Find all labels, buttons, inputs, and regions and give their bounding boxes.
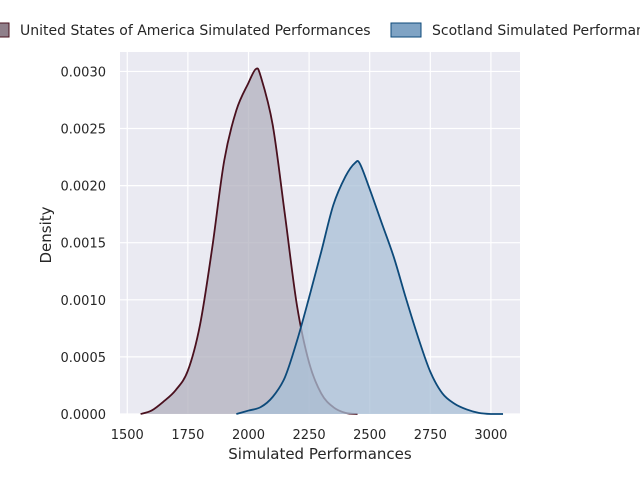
legend-swatch-scotland (390, 22, 422, 38)
x-tick-label: 2000 (232, 428, 265, 443)
y-ticks: 0.0000 0.0005 0.0010 0.0015 0.0020 0.0025 0.00… (61, 65, 107, 423)
legend-label-usa: United States of America Simulated Perfo… (20, 23, 371, 39)
x-tick-label: 1500 (111, 428, 144, 443)
y-tick-label: 0.0000 (61, 408, 107, 423)
x-tick-label: 1750 (171, 428, 204, 443)
x-tick-label: 2500 (353, 428, 386, 443)
x-tick-label: 3000 (474, 428, 507, 443)
legend-swatch-usa (0, 22, 10, 38)
density-line-scotland (236, 160, 504, 415)
density-area-usa (140, 68, 358, 415)
x-tick-label: 2750 (414, 428, 447, 443)
y-tick-label: 0.0025 (61, 123, 107, 138)
y-tick-label: 0.0010 (61, 294, 107, 309)
y-tick-label: 0.0005 (61, 351, 107, 366)
y-tick-label: 0.0030 (61, 65, 107, 80)
legend-label-scotland: Scotland Simulated Performances (432, 23, 640, 39)
y-tick-label: 0.0015 (61, 237, 107, 252)
series-layer (140, 67, 504, 415)
legend: United States of America Simulated Perfo… (0, 22, 640, 39)
x-ticks: 1500 1750 2000 2250 2500 2750 3000 (111, 428, 508, 443)
x-axis-label: Simulated Performances (228, 445, 412, 463)
x-tick-label: 2250 (293, 428, 326, 443)
y-axis-label: Density (37, 206, 55, 263)
y-tick-label: 0.0020 (61, 180, 107, 195)
density-area-scotland (236, 160, 504, 414)
